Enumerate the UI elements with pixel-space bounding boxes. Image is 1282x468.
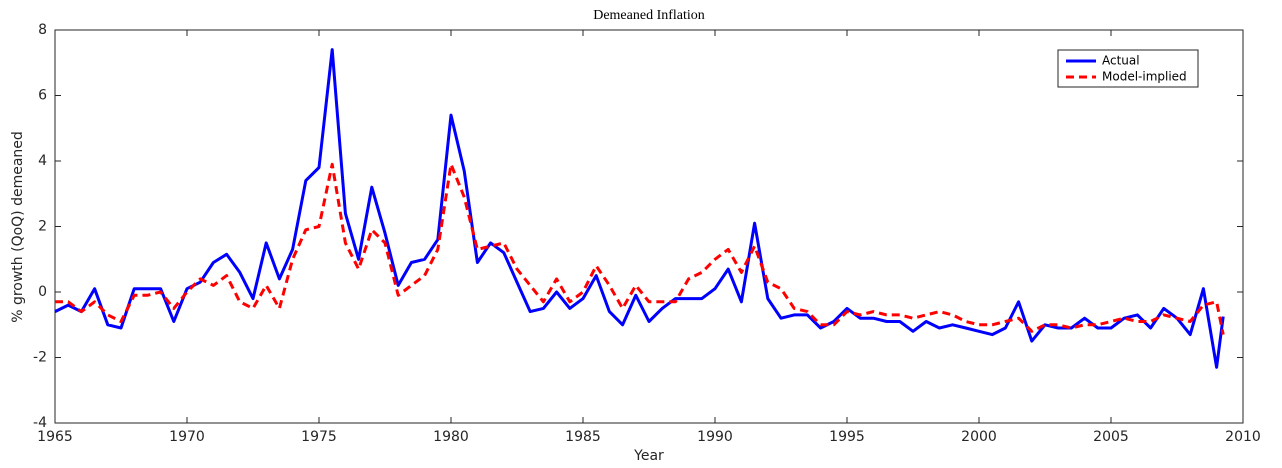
x-tick-label: 2000: [961, 429, 997, 445]
line-series: [55, 162, 1225, 335]
x-tick-label: 1985: [565, 429, 601, 445]
y-tick-label: -2: [33, 350, 47, 366]
x-tick-label: 1980: [433, 429, 469, 445]
legend-box: [1057, 49, 1199, 88]
x-tick-label: 1990: [697, 429, 733, 445]
x-axis-label: Year: [633, 448, 664, 464]
legend-label: Actual: [1102, 54, 1140, 68]
x-tick-label: 2010: [1225, 429, 1261, 445]
x-tick-label: 1975: [301, 429, 337, 445]
y-tick-label: 2: [38, 219, 47, 235]
legend-label: Model-implied: [1102, 70, 1187, 84]
x-tick-label: 1965: [37, 429, 73, 445]
x-tick-label: 1995: [829, 429, 865, 445]
line-series: [54, 48, 1225, 369]
y-tick-label: 8: [38, 22, 47, 38]
y-tick-label: 6: [38, 88, 47, 104]
x-tick-label: 2005: [1093, 429, 1129, 445]
legend: Actual Model-implied: [1057, 49, 1199, 88]
y-tick-label: -4: [33, 415, 47, 431]
x-tick-label: 1970: [169, 429, 205, 445]
y-axis-label: % growth (QoQ) demeaned: [10, 131, 26, 323]
y-tick-label: 4: [38, 153, 47, 169]
plot-frame: [54, 29, 1244, 424]
y-tick-label: 0: [38, 284, 47, 300]
chart-title: Demeaned Inflation: [593, 8, 705, 23]
